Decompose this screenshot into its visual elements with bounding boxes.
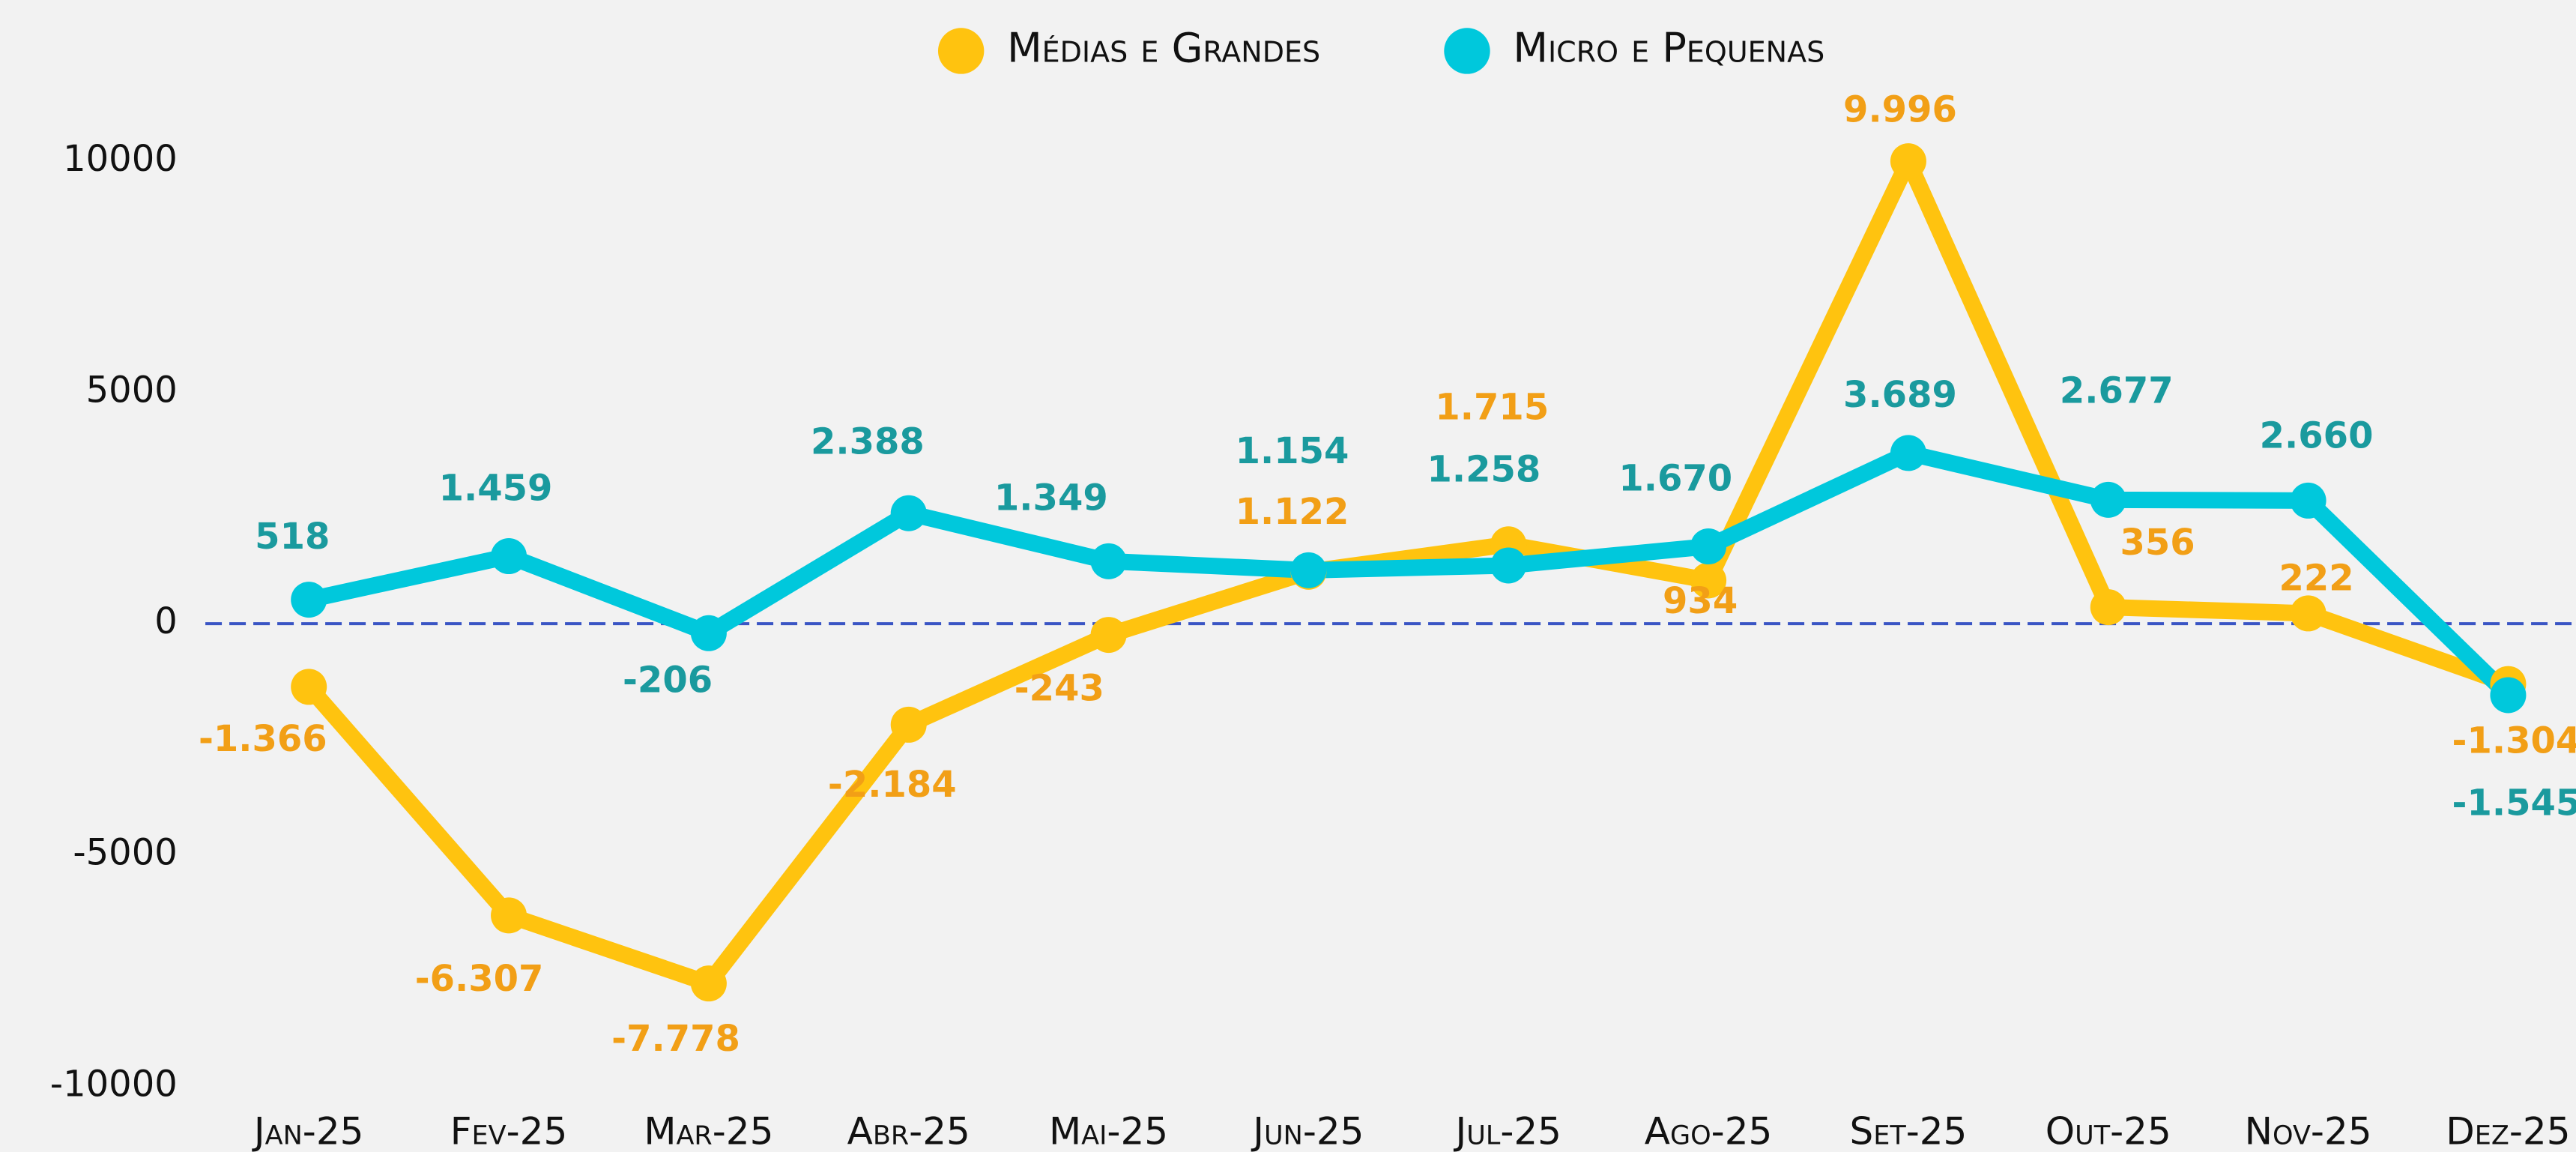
data-label: 2.660	[2260, 415, 2374, 457]
point-marker	[890, 495, 927, 531]
x-tick-label: Mai-25	[1049, 1109, 1168, 1152]
data-label: 1.258	[1427, 448, 1541, 490]
data-label: 222	[2279, 558, 2353, 600]
data-label: -2.184	[828, 764, 957, 806]
x-tick-label: Jul-25	[1453, 1109, 1561, 1152]
y-tick-label: -5000	[73, 832, 177, 874]
point-marker	[2090, 481, 2126, 518]
data-label: 934	[1663, 580, 1738, 622]
data-label: 1.122	[1236, 491, 1349, 533]
point-marker	[1290, 552, 1327, 588]
data-label: -1.366	[199, 718, 327, 760]
x-tick-label: Set-25	[1849, 1109, 1967, 1152]
point-marker	[1890, 143, 1926, 180]
data-label: -206	[623, 660, 713, 702]
point-marker	[690, 965, 727, 1002]
legend-marker	[937, 28, 985, 74]
x-tick-label: Dez-25	[2446, 1109, 2570, 1152]
x-tick-label: Nov-25	[2245, 1109, 2372, 1152]
data-label: -243	[1015, 668, 1104, 710]
point-marker	[1490, 547, 1527, 584]
point-marker	[1690, 562, 1727, 599]
data-label: 1.349	[994, 477, 1108, 519]
point-marker	[890, 706, 927, 743]
y-tick-label: -10000	[50, 1063, 178, 1105]
point-marker	[2490, 677, 2527, 714]
x-tick-label: Jan-25	[252, 1109, 364, 1152]
y-tick-label: 5000	[86, 369, 178, 411]
point-marker	[1090, 543, 1127, 579]
x-tick-label: Jun-25	[1251, 1109, 1364, 1152]
data-label: 1.715	[1435, 386, 1549, 428]
data-label: 1.459	[439, 467, 553, 509]
y-tick-label: 10000	[63, 138, 178, 180]
x-tick-label: Ago-25	[1645, 1109, 1773, 1152]
data-label: 1.154	[1236, 430, 1349, 472]
point-marker	[1090, 617, 1127, 654]
x-tick-label: Mar-25	[644, 1109, 773, 1152]
data-label: -1.545	[2452, 782, 2576, 824]
point-marker	[291, 669, 327, 705]
x-tick-label: Abr-25	[847, 1109, 970, 1152]
point-marker	[291, 582, 327, 618]
point-marker	[2290, 595, 2326, 632]
point-marker	[491, 538, 527, 575]
legend-label: Micro e Pequenas	[1513, 25, 1824, 72]
point-marker	[491, 897, 527, 934]
x-tick-label: Out-25	[2046, 1109, 2171, 1152]
point-marker	[690, 615, 727, 651]
data-label: 1.670	[1618, 457, 1732, 499]
data-label: 3.689	[1843, 374, 1957, 416]
data-label: 9.996	[1843, 88, 1957, 130]
series-line	[306, 444, 2515, 702]
data-label: 518	[255, 516, 330, 558]
point-marker	[1690, 528, 1727, 565]
point-marker	[1890, 435, 1926, 471]
data-label: -7.778	[611, 1018, 740, 1060]
data-label: -6.307	[415, 958, 544, 1000]
data-label: 2.388	[811, 421, 925, 463]
x-tick-label: Fev-25	[450, 1109, 567, 1152]
data-label: -1.304	[2452, 720, 2576, 762]
legend-marker	[1444, 28, 1490, 74]
y-tick-label: 0	[154, 600, 178, 642]
data-label: 2.677	[2060, 370, 2174, 411]
point-marker	[2290, 482, 2326, 519]
legend-label: Médias e Grandes	[1007, 25, 1320, 72]
point-marker	[2090, 589, 2126, 626]
series-line	[302, 153, 2512, 992]
data-label: 356	[2120, 522, 2195, 564]
